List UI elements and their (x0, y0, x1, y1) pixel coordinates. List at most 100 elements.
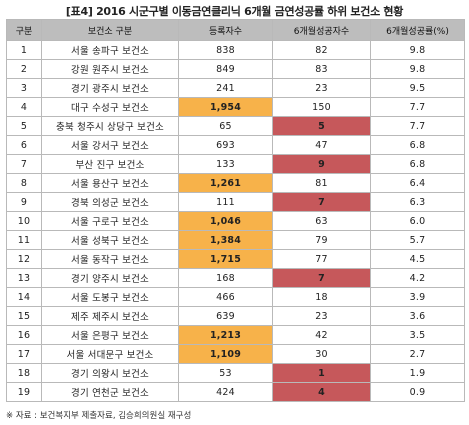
table-row: 1 서울 송파구 보건소 838 82 9.8 (6, 40, 465, 60)
cell-no: 19 (6, 382, 42, 402)
cell-registered: 1,715 (178, 249, 273, 269)
cell-success: 23 (272, 306, 371, 326)
cell-no: 18 (6, 363, 42, 383)
cell-registered: 133 (178, 154, 273, 174)
cell-no: 13 (6, 268, 42, 288)
cell-registered: 1,384 (178, 230, 273, 250)
cell-no: 7 (6, 154, 42, 174)
cell-center-name: 충북 청주시 상당구 보건소 (41, 116, 179, 136)
cell-registered: 693 (178, 135, 273, 155)
cell-registered: 424 (178, 382, 273, 402)
cell-rate: 7.7 (370, 97, 465, 117)
table-header-row: 구분 보건소 구분 등록자수 6개월성공자수 6개월성공률(%) (6, 19, 465, 41)
cell-no: 14 (6, 287, 42, 307)
cell-success: 7 (272, 268, 371, 288)
cell-rate: 3.5 (370, 325, 465, 345)
table-row: 4 대구 수성구 보건소 1,954 150 7.7 (6, 97, 465, 117)
table-row: 9 경북 의성군 보건소 111 7 6.3 (6, 192, 465, 212)
cell-registered: 241 (178, 78, 273, 98)
cell-success: 18 (272, 287, 371, 307)
cell-center-name: 서울 동작구 보건소 (41, 249, 179, 269)
cell-rate: 0.9 (370, 382, 465, 402)
cell-success: 5 (272, 116, 371, 136)
cell-no: 3 (6, 78, 42, 98)
cell-success: 77 (272, 249, 371, 269)
cell-success: 81 (272, 173, 371, 193)
cell-center-name: 서울 송파구 보건소 (41, 40, 179, 60)
cell-center-name: 강원 원주시 보건소 (41, 59, 179, 79)
cell-registered: 639 (178, 306, 273, 326)
cell-center-name: 서울 은평구 보건소 (41, 325, 179, 345)
cell-registered: 1,213 (178, 325, 273, 345)
cell-center-name: 서울 용산구 보건소 (41, 173, 179, 193)
cell-success: 7 (272, 192, 371, 212)
cell-rate: 6.8 (370, 135, 465, 155)
table-row: 6 서울 강서구 보건소 693 47 6.8 (6, 135, 465, 155)
cell-center-name: 부산 진구 보건소 (41, 154, 179, 174)
table-row: 18 경기 의왕시 보건소 53 1 1.9 (6, 363, 465, 383)
source-footnote: ※ 자료 : 보건복지부 제출자료, 김승희의원실 재구성 (6, 411, 192, 421)
cell-registered: 1,261 (178, 173, 273, 193)
cell-registered: 466 (178, 287, 273, 307)
cell-rate: 2.7 (370, 344, 465, 364)
cell-rate: 3.6 (370, 306, 465, 326)
table-row: 2 강원 원주시 보건소 849 83 9.8 (6, 59, 465, 79)
header-rate: 6개월성공률(%) (370, 19, 465, 41)
table-title: [표4] 2016 시군구별 이동금연클리닉 6개월 금연성공률 하위 보건소 … (65, 5, 404, 18)
cell-success: 30 (272, 344, 371, 364)
cell-no: 16 (6, 325, 42, 345)
table-row: 10 서울 구로구 보건소 1,046 63 6.0 (6, 211, 465, 231)
cell-rate: 9.8 (370, 59, 465, 79)
cell-no: 9 (6, 192, 42, 212)
cell-success: 9 (272, 154, 371, 174)
cell-no: 8 (6, 173, 42, 193)
cell-center-name: 경기 의왕시 보건소 (41, 363, 179, 383)
cell-no: 12 (6, 249, 42, 269)
cell-success: 1 (272, 363, 371, 383)
cell-success: 63 (272, 211, 371, 231)
header-success: 6개월성공자수 (272, 19, 371, 41)
table-row: 15 제주 제주시 보건소 639 23 3.6 (6, 306, 465, 326)
table-row: 11 서울 성북구 보건소 1,384 79 5.7 (6, 230, 465, 250)
cell-rate: 6.4 (370, 173, 465, 193)
cell-no: 5 (6, 116, 42, 136)
cell-no: 11 (6, 230, 42, 250)
header-no: 구분 (6, 19, 42, 41)
table-row: 14 서울 도봉구 보건소 466 18 3.9 (6, 287, 465, 307)
cell-center-name: 서울 도봉구 보건소 (41, 287, 179, 307)
cell-registered: 838 (178, 40, 273, 60)
cell-no: 6 (6, 135, 42, 155)
cell-no: 15 (6, 306, 42, 326)
cell-success: 47 (272, 135, 371, 155)
cell-rate: 5.7 (370, 230, 465, 250)
header-center-name: 보건소 구분 (41, 19, 179, 41)
cell-center-name: 제주 제주시 보건소 (41, 306, 179, 326)
cell-no: 2 (6, 59, 42, 79)
cell-success: 23 (272, 78, 371, 98)
table-row: 8 서울 용산구 보건소 1,261 81 6.4 (6, 173, 465, 193)
cell-no: 1 (6, 40, 42, 60)
cell-registered: 1,046 (178, 211, 273, 231)
cell-registered: 111 (178, 192, 273, 212)
cell-rate: 1.9 (370, 363, 465, 383)
cell-rate: 7.7 (370, 116, 465, 136)
smoking-cessation-table: 구분 보건소 구분 등록자수 6개월성공자수 6개월성공률(%) 1 서울 송파구… (6, 19, 465, 402)
cell-success: 79 (272, 230, 371, 250)
cell-center-name: 경기 광주시 보건소 (41, 78, 179, 98)
table-row: 19 경기 연천군 보건소 424 4 0.9 (6, 382, 465, 402)
table-body: 1 서울 송파구 보건소 838 82 9.8 2 강원 원주시 보건소 849 83 9.8 3 경… (6, 40, 465, 402)
cell-center-name: 대구 수성구 보건소 (41, 97, 179, 117)
cell-registered: 1,109 (178, 344, 273, 364)
cell-center-name: 서울 성북구 보건소 (41, 230, 179, 250)
table-row: 7 부산 진구 보건소 133 9 6.8 (6, 154, 465, 174)
table-row: 12 서울 동작구 보건소 1,715 77 4.5 (6, 249, 465, 269)
cell-success: 4 (272, 382, 371, 402)
cell-center-name: 경기 연천군 보건소 (41, 382, 179, 402)
cell-no: 10 (6, 211, 42, 231)
table-row: 5 충북 청주시 상당구 보건소 65 5 7.7 (6, 116, 465, 136)
cell-rate: 6.8 (370, 154, 465, 174)
cell-registered: 53 (178, 363, 273, 383)
table-row: 16 서울 은평구 보건소 1,213 42 3.5 (6, 325, 465, 345)
cell-rate: 3.9 (370, 287, 465, 307)
cell-rate: 4.2 (370, 268, 465, 288)
